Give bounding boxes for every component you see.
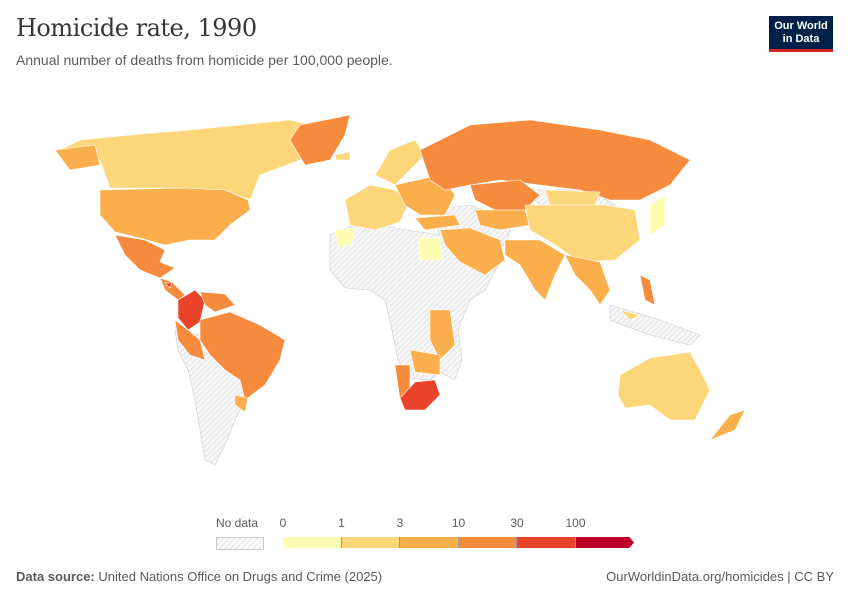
country-central-america[interactable] bbox=[159, 277, 186, 301]
source-text: United Nations Office on Drugs and Crime… bbox=[98, 569, 383, 584]
country-western-europe[interactable] bbox=[344, 184, 411, 231]
country-greenland[interactable] bbox=[289, 114, 351, 166]
country-southeast-asia[interactable] bbox=[564, 254, 611, 306]
legend-tick-label: 10 bbox=[451, 516, 466, 530]
country-honduras[interactable] bbox=[164, 282, 173, 289]
country-indonesia-part[interactable] bbox=[619, 309, 641, 321]
country-brazil[interactable] bbox=[199, 311, 286, 401]
legend-bin[interactable] bbox=[341, 537, 400, 548]
country-japan[interactable] bbox=[649, 194, 666, 236]
legend-no-data-swatch bbox=[216, 537, 264, 550]
legend-tick-label: 3 bbox=[396, 516, 404, 530]
page-title: Homicide rate, 1990 bbox=[16, 14, 257, 42]
world-map[interactable] bbox=[0, 100, 850, 500]
country-china[interactable] bbox=[524, 204, 641, 263]
legend-bin[interactable] bbox=[517, 537, 576, 548]
country-egypt[interactable] bbox=[417, 237, 443, 261]
country-turkey[interactable] bbox=[414, 214, 461, 231]
country-canada[interactable] bbox=[59, 119, 331, 201]
legend-bin[interactable] bbox=[575, 537, 634, 548]
country-mexico[interactable] bbox=[114, 234, 176, 279]
country-russia[interactable] bbox=[419, 119, 691, 201]
owid-logo[interactable]: Our World in Data bbox=[769, 16, 833, 52]
country-south-africa[interactable] bbox=[399, 379, 441, 411]
country-mongolia[interactable] bbox=[544, 189, 601, 206]
country-morocco[interactable] bbox=[334, 227, 356, 248]
country-australia[interactable] bbox=[617, 351, 711, 421]
country-peru[interactable] bbox=[174, 319, 206, 361]
legend-tick-label: 0 bbox=[279, 516, 287, 530]
legend-no-data-label: No data bbox=[216, 516, 259, 530]
country-central-asia[interactable] bbox=[474, 209, 531, 231]
data-source: Data source: United Nations Office on Dr… bbox=[16, 569, 382, 584]
country-new-zealand[interactable] bbox=[709, 409, 746, 441]
country-usa[interactable] bbox=[54, 144, 251, 246]
legend-tick-label: 1 bbox=[338, 516, 345, 530]
country-southern-africa[interactable] bbox=[409, 349, 441, 376]
page-subtitle: Annual number of deaths from homicide pe… bbox=[16, 52, 393, 68]
legend-tick-label: 30 bbox=[510, 516, 524, 530]
country-iceland[interactable] bbox=[334, 151, 351, 161]
owid-link[interactable]: OurWorldinData.org/homicides | CC BY bbox=[606, 569, 834, 584]
country-venezuela[interactable] bbox=[199, 291, 236, 313]
legend-bin[interactable] bbox=[400, 537, 459, 548]
country-east-africa[interactable] bbox=[429, 309, 456, 361]
country-middle-east[interactable] bbox=[439, 227, 506, 276]
legend-bin[interactable] bbox=[458, 537, 517, 548]
source-label: Data source: bbox=[16, 569, 95, 584]
legend-tick-label: 100 bbox=[565, 516, 586, 530]
country-scandinavia[interactable] bbox=[374, 139, 426, 186]
legend-bin[interactable] bbox=[283, 537, 342, 548]
country-philippines[interactable] bbox=[639, 274, 656, 306]
country-nodata-africa[interactable] bbox=[329, 221, 501, 381]
country-uruguay[interactable] bbox=[234, 394, 249, 413]
country-india[interactable] bbox=[504, 239, 566, 301]
